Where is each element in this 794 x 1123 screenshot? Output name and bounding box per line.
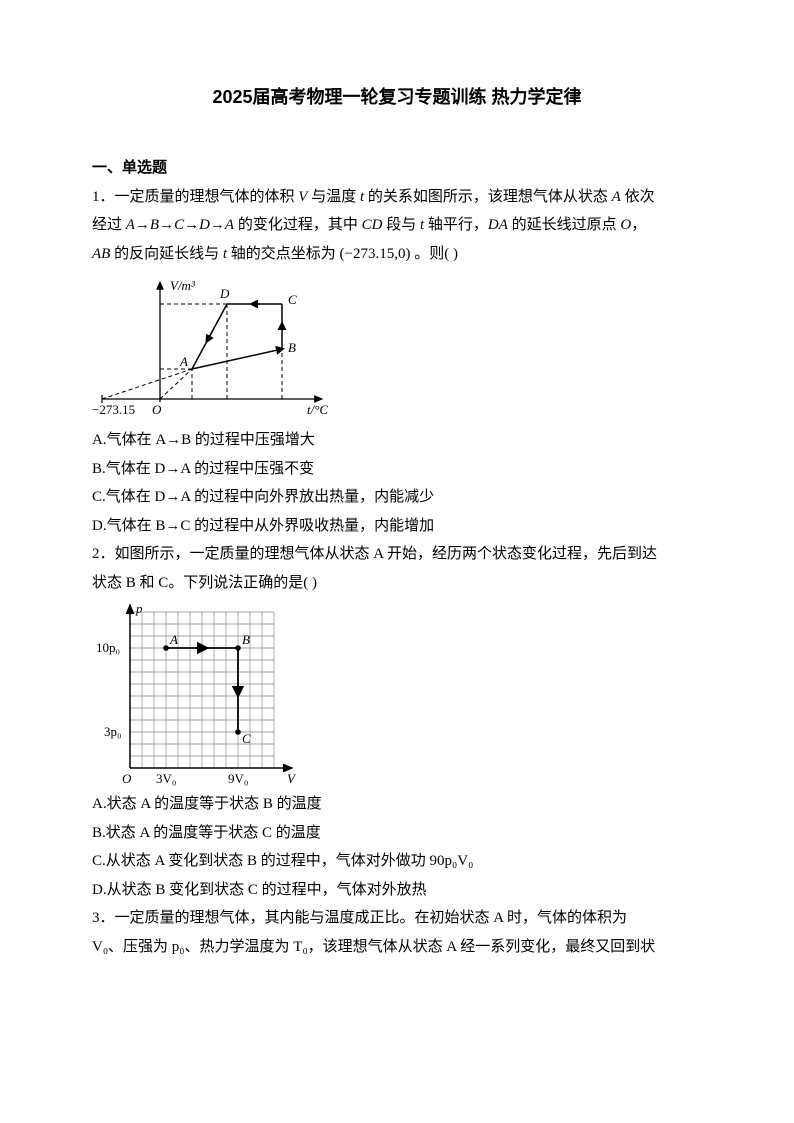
q2-choice-C: C.从状态 A 变化到状态 B 的过程中，气体对外做功 90p₀V₀ [92, 847, 702, 876]
axis-p: p [135, 603, 143, 616]
text: 经过 [92, 217, 126, 233]
q2-figure: p V O 10p₀ 3p₀ 3V₀ 9V₀ A B C [92, 603, 702, 788]
ytick-10p0: 10p₀ [96, 640, 120, 655]
text: 依次 [621, 189, 655, 205]
pt-O: O [122, 771, 132, 786]
q1-choice-C: C.气体在 D→A 的过程中向外界放出热量，内能减少 [92, 483, 702, 512]
pt-C: C [242, 731, 251, 746]
pt-O: O [152, 402, 162, 417]
q1-choice-D: D.气体在 B→C 的过程中从外界吸收热量，内能增加 [92, 512, 702, 541]
path-ABCDA: A→B→C→D→A [126, 217, 234, 233]
axis-t: t/°C [307, 402, 328, 417]
q1-line3: AB 的反向延长线与 t 轴的交点坐标为 (−273.15,0) 。则( ) [92, 240, 702, 269]
text: 轴的交点坐标为 (−273.15,0) 。则( ) [227, 246, 458, 262]
seg-AB: AB [92, 246, 110, 262]
q1-choice-A: A.气体在 A→B 的过程中压强增大 [92, 426, 702, 455]
seg-CD: CD [362, 217, 383, 233]
q1-line2: 经过 A→B→C→D→A 的变化过程，其中 CD 段与 t 轴平行，DA 的延长… [92, 211, 702, 240]
text: 段与 [382, 217, 420, 233]
text: 轴平行， [424, 217, 488, 233]
q1-choice-B: B.气体在 D→A 的过程中压强不变 [92, 455, 702, 484]
page-title: 2025届高考物理一轮复习专题训练 热力学定律 [92, 80, 702, 114]
text: 的反向延长线与 [110, 246, 223, 262]
text: 1．一定质量的理想气体的体积 [92, 189, 298, 205]
text: 与温度 [307, 189, 360, 205]
var-A: A [612, 189, 621, 205]
section-heading: 一、单选题 [92, 154, 702, 183]
q2-line2: 状态 B 和 C。下列说法正确的是( ) [92, 569, 702, 598]
text: 的变化过程，其中 [234, 217, 362, 233]
pt-D: D [219, 286, 230, 301]
text: 的关系如图所示，该理想气体从状态 [364, 189, 612, 205]
xtick-9V0: 9V₀ [228, 771, 248, 786]
xtick-3V0: 3V₀ [156, 771, 176, 786]
tick-273: −273.15 [92, 402, 135, 417]
seg-DA: DA [488, 217, 508, 233]
pt-A: A [169, 632, 178, 647]
q2-choice-D: D.从状态 B 变化到状态 C 的过程中，气体对外放热 [92, 876, 702, 905]
pt-A: A [179, 354, 188, 369]
pt-B: B [288, 340, 296, 355]
axis-V: V [287, 771, 297, 786]
q3-line1: 3．一定质量的理想气体，其内能与温度成正比。在初始状态 A 时，气体的体积为 [92, 904, 702, 933]
text: ， [631, 217, 646, 233]
var-O: O [620, 217, 631, 233]
ytick-3p0: 3p₀ [104, 724, 122, 739]
q3-line2: V₀、压强为 p₀、热力学温度为 T₀，该理想气体从状态 A 经一系列变化，最终… [92, 933, 702, 962]
pt-C: C [288, 292, 297, 307]
q1-figure: V/m³ t/°C −273.15 O A B C D [92, 274, 702, 424]
q1-line1: 1．一定质量的理想气体的体积 V 与温度 t 的关系如图所示，该理想气体从状态 … [92, 183, 702, 212]
q2-choice-B: B.状态 A 的温度等于状态 C 的温度 [92, 819, 702, 848]
axis-V: V/m³ [170, 278, 196, 293]
q2-line1: 2．如图所示，一定质量的理想气体从状态 A 开始，经历两个状态变化过程，先后到达 [92, 540, 702, 569]
pt-B: B [242, 632, 250, 647]
text: 的延长线过原点 [508, 217, 621, 233]
q2-choice-A: A.状态 A 的温度等于状态 B 的温度 [92, 790, 702, 819]
